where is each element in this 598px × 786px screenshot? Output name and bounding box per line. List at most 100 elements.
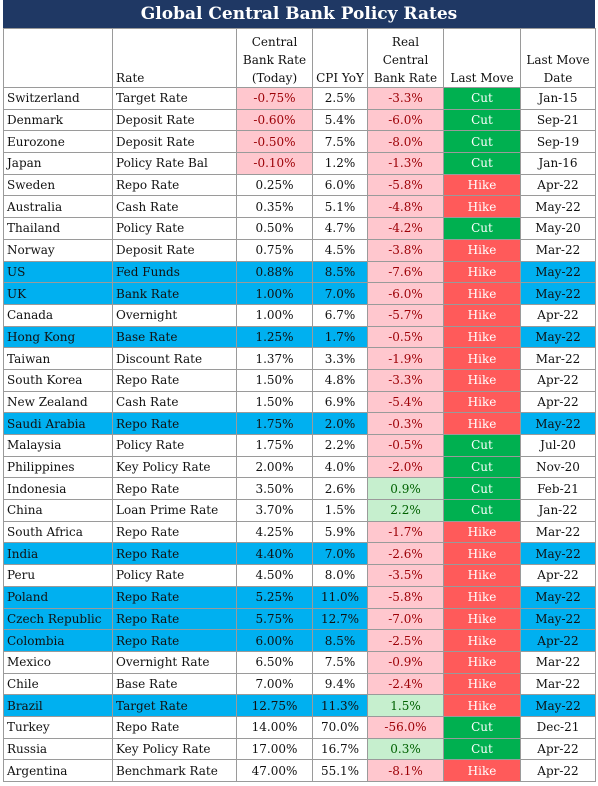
- last-move-cell: Cut: [443, 455, 521, 479]
- header-real-rate: Real Central Bank Rate: [367, 28, 444, 88]
- real-rate-cell: -2.5%: [367, 629, 444, 652]
- last-move-date-cell: May-22: [520, 607, 596, 631]
- last-move-date-cell: Apr-22: [520, 368, 596, 392]
- central-bank-rate-cell: 1.25%: [236, 325, 313, 349]
- central-bank-rate-cell: 3.70%: [236, 499, 313, 522]
- country-cell: Saudi Arabia: [3, 412, 113, 435]
- rate-name-cell: Policy Rate Bal: [112, 152, 237, 175]
- central-bank-rate-cell: -0.75%: [236, 87, 313, 110]
- last-move-cell: Hike: [443, 585, 521, 609]
- real-rate-cell: -2.4%: [367, 672, 444, 696]
- last-move-cell: Hike: [443, 390, 521, 414]
- rate-name-cell: Deposit Rate: [112, 108, 237, 132]
- last-move-cell: Hike: [443, 759, 521, 782]
- real-rate-cell: -0.9%: [367, 650, 444, 674]
- last-move-date-cell: May-22: [520, 585, 596, 609]
- table-row: Mexico Overnight Rate 6.50% 7.5% -0.9% Hike Ma…: [3, 650, 596, 674]
- last-move-cell: Cut: [443, 108, 521, 132]
- table-row: Peru Policy Rate 4.50% 8.0% -3.5% Hike Apr-22: [3, 564, 596, 587]
- real-rate-cell: -0.5%: [367, 325, 444, 349]
- header-last-move: Last Move: [443, 28, 521, 88]
- last-move-date-cell: Mar-22: [520, 650, 596, 674]
- real-rate-cell: -5.4%: [367, 390, 444, 414]
- central-bank-rate-cell: 1.00%: [236, 282, 313, 305]
- last-move-cell: Cut: [443, 217, 521, 240]
- last-move-cell: Cut: [443, 87, 521, 110]
- table-row: Australia Cash Rate 0.35% 5.1% -4.8% Hike May-…: [3, 195, 596, 219]
- rate-name-cell: Deposit Rate: [112, 238, 237, 262]
- real-rate-cell: 0.9%: [367, 477, 444, 501]
- last-move-date-cell: Apr-22: [520, 303, 596, 327]
- country-cell: Russia: [3, 737, 113, 761]
- last-move-date-cell: Mar-22: [520, 672, 596, 696]
- cpi-cell: 70.0%: [312, 715, 368, 739]
- country-cell: Switzerland: [3, 87, 113, 110]
- rate-name-cell: Repo Rate: [112, 412, 237, 435]
- rate-name-cell: Base Rate: [112, 325, 237, 349]
- central-bank-rate-cell: -0.50%: [236, 130, 313, 154]
- cpi-cell: 8.5%: [312, 629, 368, 652]
- cpi-cell: 5.4%: [312, 108, 368, 132]
- header-row: Rate Central Bank Rate (Today) CPI YoY R…: [3, 28, 596, 88]
- central-bank-rate-cell: 1.75%: [236, 434, 313, 457]
- cpi-cell: 6.9%: [312, 390, 368, 414]
- cpi-cell: 8.0%: [312, 564, 368, 587]
- cpi-cell: 2.6%: [312, 477, 368, 501]
- country-cell: Colombia: [3, 629, 113, 652]
- last-move-cell: Hike: [443, 325, 521, 349]
- table-row: Saudi Arabia Repo Rate 1.75% 2.0% -0.3% Hike M…: [3, 412, 596, 435]
- country-cell: South Africa: [3, 520, 113, 544]
- last-move-date-cell: May-22: [520, 542, 596, 566]
- central-bank-rate-cell: 17.00%: [236, 737, 313, 761]
- cpi-cell: 2.5%: [312, 87, 368, 110]
- last-move-date-cell: May-22: [520, 412, 596, 435]
- central-bank-rate-cell: 14.00%: [236, 715, 313, 739]
- rate-name-cell: Bank Rate: [112, 282, 237, 305]
- central-bank-rate-cell: 5.75%: [236, 607, 313, 631]
- central-bank-rate-cell: 47.00%: [236, 759, 313, 782]
- central-bank-rate-cell: 5.25%: [236, 585, 313, 609]
- country-cell: New Zealand: [3, 390, 113, 414]
- cpi-cell: 6.7%: [312, 303, 368, 327]
- cpi-cell: 1.2%: [312, 152, 368, 175]
- rate-name-cell: Repo Rate: [112, 629, 237, 652]
- central-bank-rate-cell: 0.50%: [236, 217, 313, 240]
- real-rate-cell: -2.6%: [367, 542, 444, 566]
- country-cell: Turkey: [3, 715, 113, 739]
- central-bank-rate-cell: 1.50%: [236, 390, 313, 414]
- last-move-cell: Cut: [443, 434, 521, 457]
- central-bank-rate-cell: -0.10%: [236, 152, 313, 175]
- last-move-date-cell: Apr-22: [520, 629, 596, 652]
- header-line: Central: [382, 53, 429, 67]
- real-rate-cell: -0.5%: [367, 434, 444, 457]
- cpi-cell: 7.0%: [312, 282, 368, 305]
- real-rate-cell: -3.8%: [367, 238, 444, 262]
- rate-name-cell: Benchmark Rate: [112, 759, 237, 782]
- real-rate-cell: -7.6%: [367, 260, 444, 284]
- central-bank-rate-cell: 0.75%: [236, 238, 313, 262]
- last-move-cell: Cut: [443, 477, 521, 501]
- rate-name-cell: Repo Rate: [112, 173, 237, 197]
- table-row: Eurozone Deposit Rate -0.50% 7.5% -8.0% Cut Se…: [3, 130, 596, 154]
- central-bank-rate-cell: 4.50%: [236, 564, 313, 587]
- country-cell: Indonesia: [3, 477, 113, 501]
- table-row: South Korea Repo Rate 1.50% 4.8% -3.3% Hike Ap…: [3, 368, 596, 392]
- last-move-cell: Cut: [443, 499, 521, 522]
- last-move-date-cell: May-22: [520, 260, 596, 284]
- cpi-cell: 2.0%: [312, 412, 368, 435]
- central-bank-rate-cell: 12.75%: [236, 694, 313, 717]
- central-bank-rate-cell: 6.50%: [236, 650, 313, 674]
- last-move-date-cell: Apr-22: [520, 390, 596, 414]
- last-move-cell: Hike: [443, 564, 521, 587]
- table-row: Thailand Policy Rate 0.50% 4.7% -4.2% Cut May-…: [3, 217, 596, 240]
- last-move-date-cell: Jan-15: [520, 87, 596, 110]
- last-move-date-cell: Jul-20: [520, 434, 596, 457]
- header-line: Bank Rate: [242, 53, 307, 67]
- table-row: Philippines Key Policy Rate 2.00% 4.0% -2.0%…: [3, 455, 596, 479]
- rate-name-cell: Cash Rate: [112, 195, 237, 219]
- last-move-date-cell: May-22: [520, 282, 596, 305]
- central-bank-rate-cell: 3.50%: [236, 477, 313, 501]
- cpi-cell: 2.2%: [312, 434, 368, 457]
- cpi-cell: 8.5%: [312, 260, 368, 284]
- last-move-cell: Cut: [443, 715, 521, 739]
